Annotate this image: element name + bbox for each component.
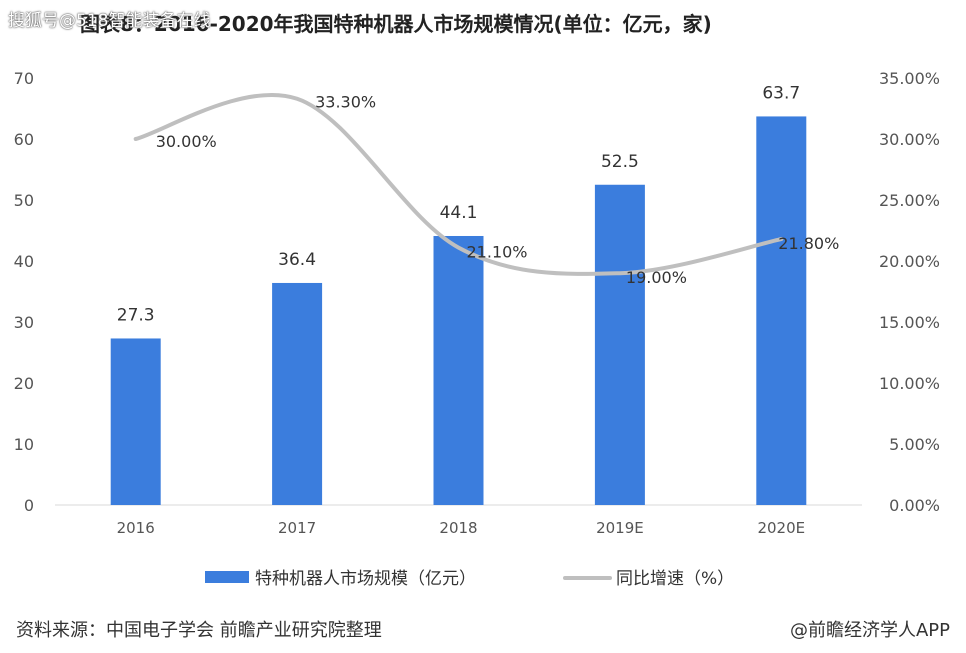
- chart-area: 0 10 20 30 40 50 60 70 0.00% 5.00% 10.00% 15.00% 20.…: [14, 69, 940, 589]
- line-value-label: 19.00%: [626, 268, 687, 287]
- y-right-tick-label: 35.00%: [879, 69, 940, 88]
- line-value-label: 30.00%: [156, 132, 217, 151]
- y-left-tick-label: 10: [14, 435, 34, 454]
- chart-title: 图表8：2016-2020年我国特种机器人市场规模情况(单位：亿元，家): [80, 12, 712, 36]
- y-right-tick-label: 25.00%: [879, 191, 940, 210]
- bar-value-label: 44.1: [440, 203, 478, 223]
- legend-bar-label: 特种机器人市场规模（亿元）: [255, 569, 476, 589]
- bar-value-label: 36.4: [278, 250, 316, 270]
- legend-line-label: 同比增速（%）: [616, 569, 734, 589]
- x-tick-label: 2017: [278, 519, 316, 537]
- y-right-tick-label: 5.00%: [889, 435, 940, 454]
- y-right-tick-label: 0.00%: [889, 496, 940, 515]
- bar: [433, 235, 484, 506]
- bar-value-label: 27.3: [117, 305, 155, 325]
- y-right-tick-label: 30.00%: [879, 130, 940, 149]
- y-left-tick-label: 60: [14, 130, 34, 149]
- source-note: 资料来源：中国电子学会 前瞻产业研究院整理: [16, 620, 382, 641]
- y-right-tick-label: 15.00%: [879, 313, 940, 332]
- bar: [756, 116, 807, 506]
- bar-value-label: 63.7: [762, 83, 800, 103]
- bar: [110, 338, 161, 505]
- brand-credit: @前瞻经济学人APP: [789, 620, 950, 641]
- y-left-tick-label: 70: [14, 69, 34, 88]
- title-bar: 图表8：2016-2020年我国特种机器人市场规模情况(单位：亿元，家) 搜狐号…: [0, 0, 966, 36]
- line-value-label: 21.80%: [778, 234, 839, 253]
- footer: 资料来源：中国电子学会 前瞻产业研究院整理 @前瞻经济学人APP: [0, 604, 966, 653]
- bar-value-label: 52.5: [601, 152, 639, 172]
- legend-bar-swatch: [205, 571, 249, 583]
- x-tick-label: 2020E: [757, 519, 805, 537]
- y-left-tick-label: 50: [14, 191, 34, 210]
- y-left-tick-label: 40: [14, 252, 34, 271]
- y-left-tick-label: 0: [24, 496, 34, 515]
- y-left-tick-label: 30: [14, 313, 34, 332]
- line-value-label: 21.10%: [467, 243, 528, 262]
- y-right-tick-label: 10.00%: [879, 374, 940, 393]
- growth-line: [133, 92, 784, 276]
- y-right-tick-label: 20.00%: [879, 252, 940, 271]
- bar: [272, 282, 323, 505]
- x-tick-label: 2018: [439, 519, 477, 537]
- watermark-text: 搜狐号@518智能装备在线: [8, 11, 211, 31]
- x-tick-label: 2016: [117, 519, 155, 537]
- x-tick-label: 2019E: [596, 519, 644, 537]
- bar: [594, 184, 645, 505]
- y-left-tick-label: 20: [14, 374, 34, 393]
- line-value-label: 33.30%: [315, 93, 376, 112]
